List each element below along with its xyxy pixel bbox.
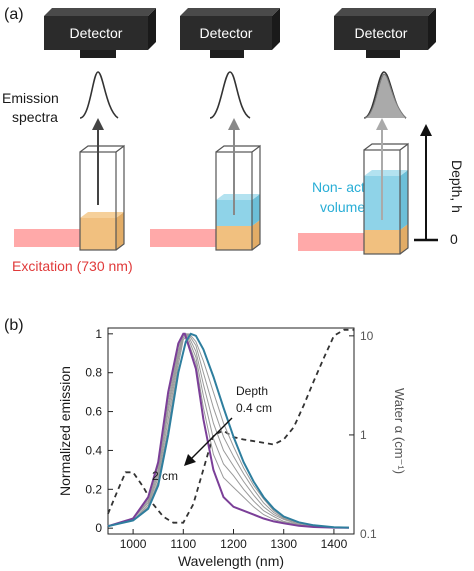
y-tick-label: 0 bbox=[95, 521, 102, 535]
x-tick-label: 1300 bbox=[270, 537, 297, 551]
depth-zero-label: 0 bbox=[450, 231, 458, 247]
water-absorption-line bbox=[107, 328, 354, 524]
depth-axis: 0 Depth, h bbox=[414, 124, 465, 247]
series-line-depth-0.4 bbox=[107, 332, 350, 529]
detector-1: Detector bbox=[44, 8, 156, 58]
emission-chart: 1000 1100 1200 1300 1400 0 0.2 0.4 0.6 0.8 1 0.1 1 10… bbox=[57, 327, 407, 569]
excitation-beam-1 bbox=[14, 229, 80, 247]
annotation-bottom: 2 cm bbox=[152, 469, 178, 483]
annotation-depth: Depth bbox=[236, 384, 268, 398]
depth-axis-label: Depth, h bbox=[449, 160, 465, 213]
series-line-middle-5 bbox=[107, 332, 350, 529]
emission-label-line1: Emission bbox=[2, 90, 59, 106]
annotation-top: 0.4 cm bbox=[236, 401, 272, 415]
panel-a-label: (a) bbox=[4, 6, 24, 23]
non-active-label-line2: volume bbox=[320, 199, 365, 215]
cuvette-1 bbox=[79, 144, 125, 251]
x-axis-label: Wavelength (nm) bbox=[178, 553, 284, 569]
y2-tick-label: 10 bbox=[360, 329, 374, 343]
detector-2: Detector bbox=[180, 8, 280, 58]
detector-label-3: Detector bbox=[355, 25, 408, 41]
x-tick-label: 1200 bbox=[220, 537, 247, 551]
setup-1: Detector Emission spectra Excitation (73… bbox=[2, 8, 156, 274]
excitation-label: Excitation (730 nm) bbox=[12, 258, 133, 274]
panel-b-label: (b) bbox=[4, 317, 24, 334]
emission-spectrum-2 bbox=[209, 71, 251, 119]
series-line-depth-2 bbox=[107, 332, 350, 529]
excitation-beam-3 bbox=[298, 233, 364, 251]
detector-label-1: Detector bbox=[70, 25, 123, 41]
x-tick-label: 1400 bbox=[321, 537, 348, 551]
detector-3: Detector bbox=[334, 8, 436, 58]
x-tick-label: 1100 bbox=[170, 537, 196, 551]
emission-spectrum-3 bbox=[363, 73, 407, 119]
cuvette-2 bbox=[215, 144, 261, 251]
depth-arrow bbox=[187, 417, 233, 463]
detector-label-2: Detector bbox=[200, 25, 253, 41]
setup-3: Detector Non- active volume bbox=[298, 8, 436, 255]
plot-frame bbox=[107, 327, 355, 535]
y-tick-label: 0.6 bbox=[85, 405, 102, 419]
emission-label-line2: spectra bbox=[12, 109, 58, 125]
y2-axis-label: Water α (cm⁻¹) bbox=[392, 388, 407, 474]
y2-tick-label: 0.1 bbox=[360, 527, 377, 541]
x-tick-label: 1000 bbox=[120, 537, 147, 551]
cuvette-3 bbox=[363, 142, 409, 255]
series-line-middle-3 bbox=[107, 333, 350, 529]
y-tick-label: 1 bbox=[95, 327, 102, 341]
y2-tick-label: 1 bbox=[360, 428, 367, 442]
excitation-beam-2 bbox=[150, 229, 216, 247]
y-tick-label: 0.4 bbox=[85, 443, 102, 457]
series-line-middle-4 bbox=[107, 333, 350, 529]
emission-spectrum-1 bbox=[79, 71, 119, 119]
series-line-middle-2 bbox=[107, 333, 350, 529]
y-axis-label: Normalized emission bbox=[57, 366, 73, 496]
series-line-middle-1 bbox=[107, 333, 350, 529]
setup-2: Detector bbox=[150, 8, 280, 251]
y-tick-label: 0.2 bbox=[85, 482, 102, 496]
y-tick-label: 0.8 bbox=[85, 366, 102, 380]
